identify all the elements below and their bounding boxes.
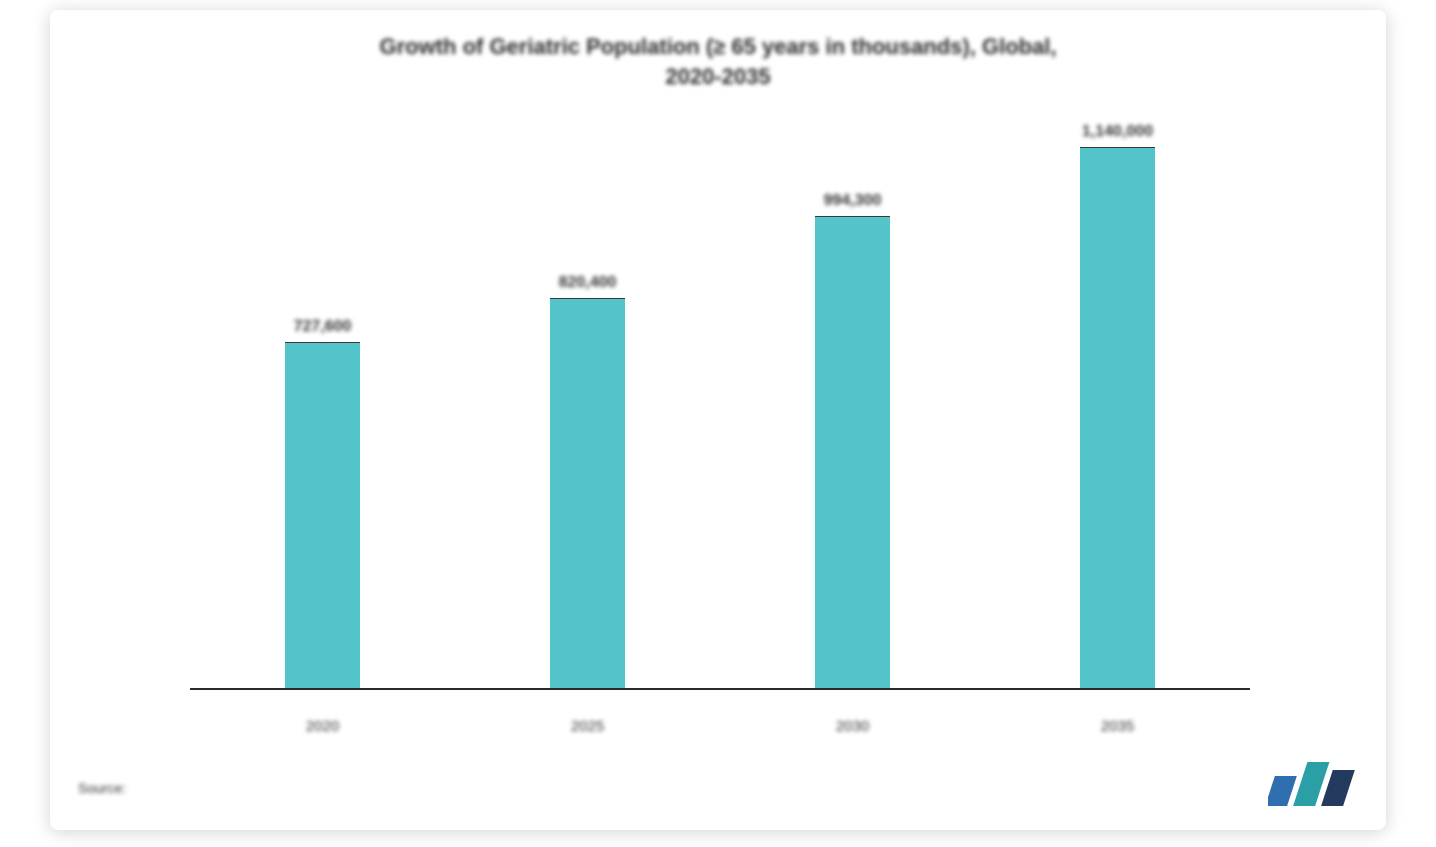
category-label: 2025 — [488, 718, 688, 735]
category-label: 2030 — [753, 718, 953, 735]
x-axis-line — [190, 688, 1250, 690]
category-label: 2020 — [223, 718, 423, 735]
bar-value-label: 820,400 — [488, 274, 688, 292]
bar-value-label: 994,300 — [753, 192, 953, 210]
bar — [550, 298, 624, 688]
plot-area: 727,6002020820,4002025994,30020301,140,0… — [190, 120, 1250, 690]
category-label: 2035 — [1018, 718, 1218, 735]
bar — [285, 342, 359, 688]
source-label: Source: — [78, 780, 126, 796]
brand-logo-svg — [1268, 754, 1356, 810]
brand-logo — [1268, 754, 1356, 810]
chart-title: Growth of Geriatric Population (≥ 65 yea… — [50, 32, 1386, 91]
bar — [815, 216, 889, 688]
bar — [1080, 147, 1154, 689]
bar-value-label: 727,600 — [223, 318, 423, 336]
chart-card: Growth of Geriatric Population (≥ 65 yea… — [50, 10, 1386, 830]
bar-value-label: 1,140,000 — [1018, 123, 1218, 141]
